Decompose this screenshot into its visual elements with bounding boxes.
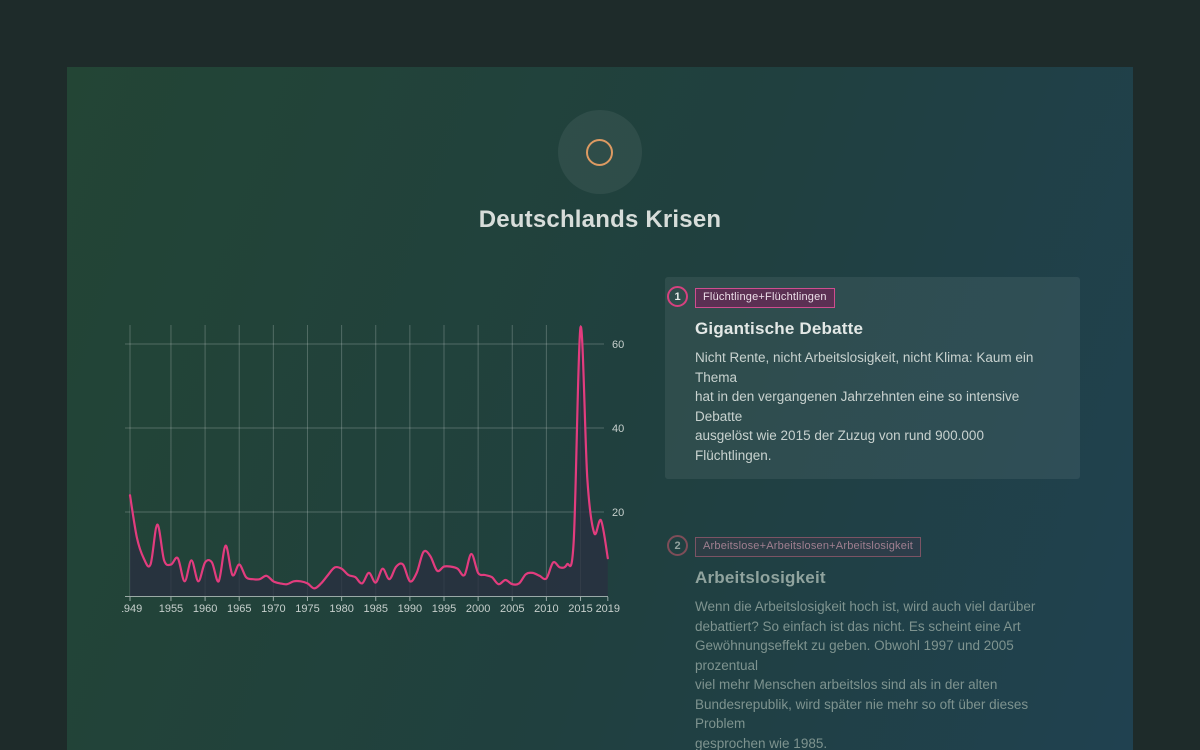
search-term-tag: Arbeitslose+Arbeitslosen+Arbeitslosigkei… <box>695 537 921 557</box>
step-body: Nicht Rente, nicht Arbeitslosigkeit, nic… <box>695 350 1034 463</box>
svg-text:20: 20 <box>612 507 624 519</box>
svg-text:1975: 1975 <box>295 603 319 615</box>
story-step-1: 1 Flüchtlinge+Flüchtlingen Gigantische D… <box>665 277 1080 479</box>
step-body: Wenn die Arbeitslosigkeit hoch ist, wird… <box>695 599 1036 750</box>
svg-text:1965: 1965 <box>227 603 251 615</box>
step-number-badge: 2 <box>667 535 688 556</box>
step-heading: Arbeitslosigkeit <box>695 568 826 587</box>
svg-text:1980: 1980 <box>329 603 353 615</box>
svg-text:1985: 1985 <box>363 603 387 615</box>
svg-text:1970: 1970 <box>261 603 285 615</box>
step-number-badge: 1 <box>667 286 688 307</box>
svg-text:1995: 1995 <box>432 603 456 615</box>
page-title: Deutschlands Krisen <box>478 206 722 233</box>
svg-text:2010: 2010 <box>534 603 558 615</box>
step-heading: Gigantische Debatte <box>695 319 864 338</box>
svg-text:2005: 2005 <box>500 603 524 615</box>
tag-row: Flüchtlinge+Flüchtlingen <box>695 288 1064 308</box>
scroll-page[interactable]: Deutschlands Krisen 1949 1955 1960 1965 1970… <box>67 67 1133 750</box>
ring-icon <box>586 139 613 166</box>
svg-text:1955: 1955 <box>159 603 183 615</box>
svg-text:1990: 1990 <box>398 603 422 615</box>
search-term-tag: Flüchtlinge+Flüchtlingen <box>695 288 835 308</box>
chapter-circle <box>558 110 642 194</box>
story-steps: 1 Flüchtlinge+Flüchtlingen Gigantische D… <box>665 277 1080 750</box>
svg-text:1949: 1949 <box>122 603 142 615</box>
tag-row: Arbeitslose+Arbeitslosen+Arbeitslosigkei… <box>695 537 1064 557</box>
svg-text:2015: 2015 <box>568 603 592 615</box>
story-step-2: 2 Arbeitslose+Arbeitslosen+Arbeitslosigk… <box>665 535 1080 750</box>
svg-text:60: 60 <box>612 339 624 351</box>
svg-text:1960: 1960 <box>193 603 217 615</box>
svg-text:2019: 2019 <box>596 603 620 615</box>
svg-text:40: 40 <box>612 423 624 435</box>
crisis-chart: 1949 1955 1960 1965 1970 1975 1980 1985 1990 1995… <box>122 325 624 615</box>
svg-text:2000: 2000 <box>466 603 490 615</box>
